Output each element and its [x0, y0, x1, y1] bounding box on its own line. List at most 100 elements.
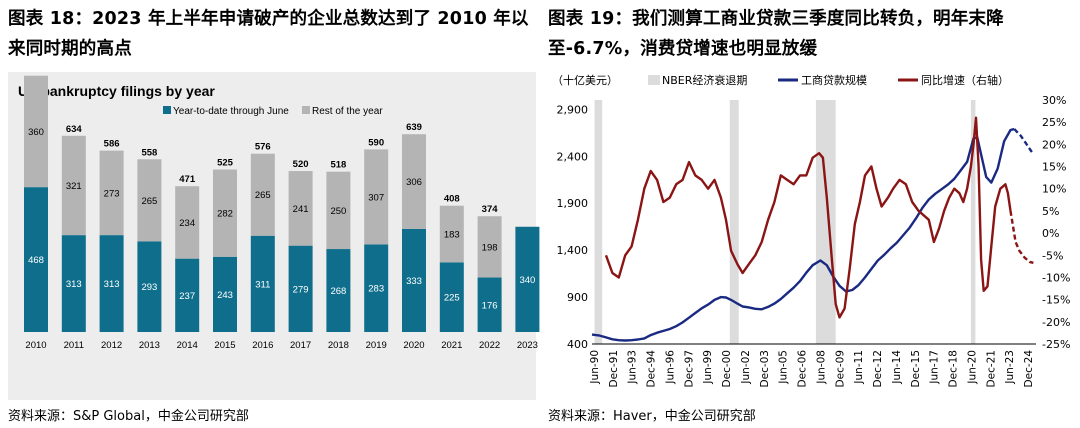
x-tick-2011: 2011 [64, 340, 84, 351]
x-tick-2017: 2017 [290, 340, 311, 351]
bar-label-ytd-2016: 311 [255, 279, 270, 290]
x-tick-2023: 2023 [517, 340, 538, 351]
series-line-loans [591, 127, 1015, 342]
legend-swatch-recession [648, 75, 660, 85]
x-tick-Dec-12: Dec-12 [872, 350, 884, 387]
bar-label-rest-2018: 250 [330, 206, 346, 217]
bar-label-rest-2011: 321 [66, 181, 82, 192]
left-y-tick-3: 1,900 [557, 197, 589, 210]
bar-total-2011: 634 [66, 124, 83, 135]
right-y-tick-0: -25% [1042, 338, 1070, 351]
x-tick-Dec-94: Dec-94 [646, 350, 658, 388]
recession-band-2 [815, 100, 836, 344]
bar-ytd-2011 [61, 235, 86, 332]
bar-ytd-2012 [99, 235, 124, 332]
bar-ytd-2023 [515, 226, 540, 332]
bar-total-2022: 374 [482, 204, 499, 215]
legend-swatch-rest [302, 106, 310, 114]
bar-ytd-2015 [213, 256, 237, 332]
series-line-growth [604, 116, 1012, 319]
bar-rest-2010 [24, 75, 48, 188]
x-tick-Dec-09: Dec-09 [834, 350, 846, 387]
bar-rest-2020 [402, 134, 426, 229]
x-tick-Jun-08: Jun-08 [815, 350, 827, 385]
bar-label-ytd-2012: 313 [104, 279, 120, 290]
legend-label-recession: NBER经济衰退期 [662, 73, 747, 87]
legend-label-ytd: Year-to-date through June [173, 106, 289, 117]
x-tick-2010: 2010 [25, 340, 46, 351]
bar-label-rest-2021: 183 [444, 230, 460, 241]
bar-total-2012: 586 [104, 139, 120, 150]
recession-band-1 [729, 100, 739, 344]
bar-rest-2018 [326, 171, 351, 250]
bar-label-rest-2017: 241 [293, 204, 309, 215]
x-tick-Dec-18: Dec-18 [948, 350, 960, 387]
bar-rest-2011 [61, 135, 86, 236]
x-tick-Jun-20: Jun-20 [966, 350, 978, 385]
x-tick-2021: 2021 [441, 340, 462, 351]
bar-label-ytd-2021: 225 [444, 293, 460, 304]
left-y-tick-0: 400 [567, 338, 588, 351]
x-tick-Jun-23: Jun-23 [1004, 350, 1016, 385]
bar-total-2018: 518 [330, 160, 346, 171]
right-y-tick-6: 5% [1042, 205, 1059, 218]
left-figure-source: 资料来源：S&P Global，中金公司研究部 [8, 409, 249, 424]
bar-ytd-2022 [477, 277, 502, 332]
bar-label-rest-2012: 273 [104, 188, 120, 199]
right-figure-source: 资料来源：Haver，中金公司研究部 [548, 409, 756, 424]
x-tick-Dec-21: Dec-21 [985, 350, 997, 387]
bar-rest-2015 [213, 169, 237, 257]
bar-rest-2021 [439, 205, 464, 263]
legend-label-loans: 工商贷款规模 [801, 73, 867, 87]
x-tick-Jun-14: Jun-14 [891, 350, 903, 385]
bar-total-2015: 525 [217, 158, 234, 169]
left-y-tick-2: 1,400 [557, 244, 589, 257]
left-y-tick-4: 2,400 [557, 150, 589, 163]
x-tick-2016: 2016 [252, 340, 273, 351]
bar-ytd-2014 [175, 258, 200, 332]
bar-label-rest-2010: 360 [28, 127, 44, 138]
bar-label-rest-2015: 282 [217, 209, 233, 220]
bar-total-2016: 576 [255, 142, 271, 153]
bar-ytd-2018 [326, 249, 351, 332]
recession-band-0 [594, 100, 603, 344]
x-tick-2020: 2020 [403, 340, 424, 351]
bar-label-ytd-2022: 176 [482, 300, 498, 311]
bar-label-ytd-2019: 283 [368, 284, 384, 295]
x-tick-Dec-15: Dec-15 [910, 350, 922, 387]
bar-label-rest-2020: 306 [406, 177, 422, 188]
right-y-tick-5: 0% [1042, 227, 1059, 240]
x-tick-Dec-24: Dec-24 [1023, 350, 1035, 388]
right-y-tick-1: -20% [1042, 316, 1070, 329]
bar-total-2010: 828 [28, 72, 44, 75]
bar-chart-title: US bankruptcy filings by year [18, 83, 215, 99]
x-tick-Jun-17: Jun-17 [929, 350, 941, 385]
bar-label-ytd-2015: 243 [217, 290, 233, 301]
right-figure-title: 图表 19：我们测算工商业贷款三季度同比转负，明年末降至-6.7%，消费贷增速也… [548, 9, 1004, 59]
legend-label-rest: Rest of the year [312, 106, 383, 117]
bar-total-2017: 520 [293, 159, 309, 170]
bar-label-ytd-2014: 237 [179, 291, 195, 302]
x-tick-Dec-00: Dec-00 [721, 350, 733, 387]
bar-rest-2022 [477, 216, 502, 278]
loan-line-chart: （十亿美元） NBER经济衰退期 工商贷款规模 同比增速（右轴） 400 900 1… [552, 73, 1070, 388]
x-tick-Jun-96: Jun-96 [664, 350, 676, 385]
bar-label-ytd-2013: 293 [141, 282, 157, 293]
bar-ytd-2010 [24, 187, 48, 332]
x-tick-2022: 2022 [479, 340, 500, 351]
bar-label-ytd-2018: 268 [330, 286, 346, 297]
x-tick-Dec-97: Dec-97 [683, 350, 695, 387]
right-y-tick-10: 25% [1042, 116, 1066, 129]
right-y-tick-9: 20% [1042, 138, 1066, 151]
bar-label-ytd-2010: 468 [28, 255, 44, 266]
bar-total-2019: 590 [368, 137, 384, 148]
bar-label-rest-2019: 307 [368, 192, 384, 203]
x-tick-Jun-02: Jun-02 [740, 350, 752, 385]
series-line-growth-forecast [1009, 210, 1034, 264]
x-tick-Dec-91: Dec-91 [608, 350, 620, 387]
x-tick-2014: 2014 [177, 340, 198, 351]
legend-swatch-ytd [163, 106, 171, 114]
bar-label-ytd-2011: 313 [66, 279, 82, 290]
right-y-tick-4: -5% [1042, 249, 1063, 262]
bar-label-ytd-2023: 340 [519, 275, 535, 286]
